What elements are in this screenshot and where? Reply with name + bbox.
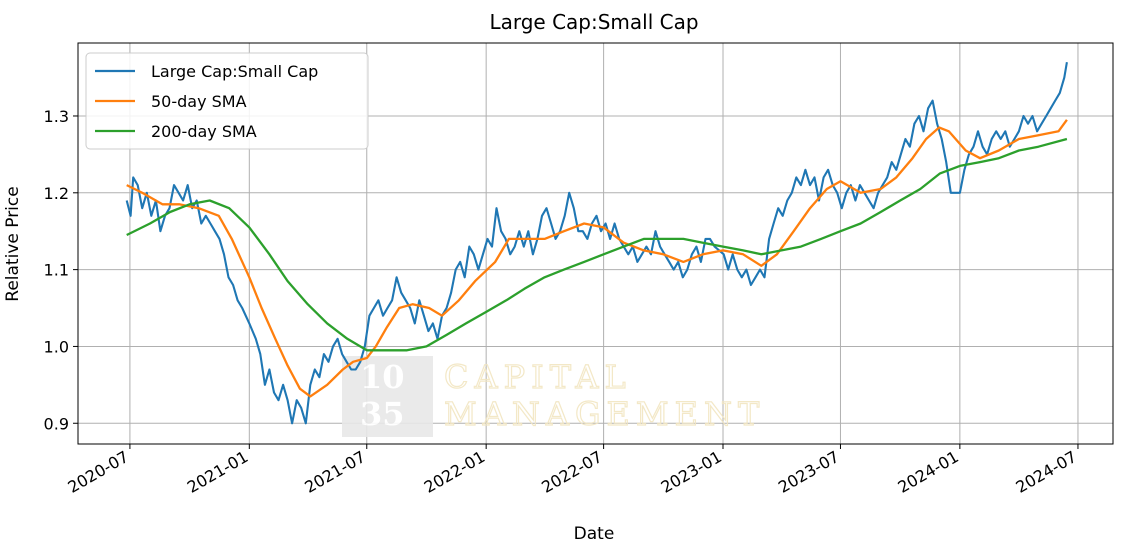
watermark: 10 35 CAPITAL MANAGEMENT — [342, 356, 765, 437]
y-tick-label: 0.9 — [44, 414, 69, 433]
y-tick-label: 1.0 — [44, 337, 69, 356]
watermark-number-top: 10 — [360, 358, 405, 396]
chart-title: Large Cap:Small Cap — [489, 10, 698, 34]
legend-label-2: 50-day SMA — [151, 92, 247, 111]
series-line-1 — [125, 62, 1068, 425]
legend: Large Cap:Small Cap 50-day SMA 200-day SMA — [85, 52, 369, 150]
x-axis-title: Date — [574, 524, 615, 544]
plot-frame — [77, 42, 1114, 445]
y-axis: 0.9 1.0 1.1 1.2 1.3 — [44, 107, 78, 433]
y-tick-label: 1.3 — [44, 107, 69, 126]
y-tick-label: 1.2 — [44, 184, 69, 203]
y-tick-label: 1.1 — [44, 261, 69, 280]
watermark-capital: CAPITAL — [444, 358, 632, 396]
watermark-number-bottom: 35 — [360, 395, 405, 433]
legend-label-3: 200-day SMA — [151, 122, 257, 141]
y-axis-title: Relative Price — [3, 186, 23, 301]
series-line-3 — [126, 137, 1068, 352]
legend-box — [85, 52, 369, 150]
watermark-management: MANAGEMENT — [444, 395, 765, 433]
series-line-2 — [126, 119, 1068, 398]
legend-label-1: Large Cap:Small Cap — [151, 62, 318, 81]
series-group — [125, 62, 1068, 425]
